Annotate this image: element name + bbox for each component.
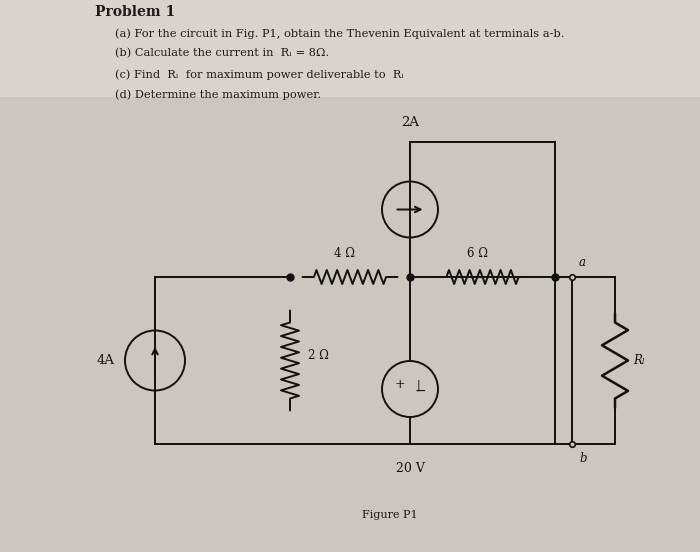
FancyBboxPatch shape	[0, 0, 700, 97]
Text: Rₗ: Rₗ	[633, 354, 645, 367]
Text: a: a	[579, 256, 586, 269]
Text: 20 V: 20 V	[395, 462, 424, 475]
Text: (d) Determine the maximum power.: (d) Determine the maximum power.	[115, 89, 321, 99]
Text: 6 Ω: 6 Ω	[467, 247, 488, 260]
Text: b: b	[579, 452, 587, 465]
Text: 2 Ω: 2 Ω	[308, 349, 329, 362]
Text: 2A: 2A	[401, 116, 419, 129]
Text: |: |	[416, 379, 420, 391]
Text: (c) Find  Rₗ  for maximum power deliverable to  Rₗ: (c) Find Rₗ for maximum power deliverabl…	[115, 69, 404, 79]
Text: Problem 1: Problem 1	[95, 5, 175, 19]
Text: (a) For the circuit in Fig. P1, obtain the Thevenin Equivalent at terminals a-b.: (a) For the circuit in Fig. P1, obtain t…	[115, 28, 564, 39]
Text: Figure P1: Figure P1	[362, 510, 418, 520]
Text: 4 Ω: 4 Ω	[335, 247, 356, 260]
Text: (b) Calculate the current in  Rₗ = 8Ω.: (b) Calculate the current in Rₗ = 8Ω.	[115, 48, 329, 59]
Text: +: +	[395, 379, 405, 391]
Text: 4A: 4A	[97, 354, 115, 367]
Text: −: −	[414, 384, 426, 398]
